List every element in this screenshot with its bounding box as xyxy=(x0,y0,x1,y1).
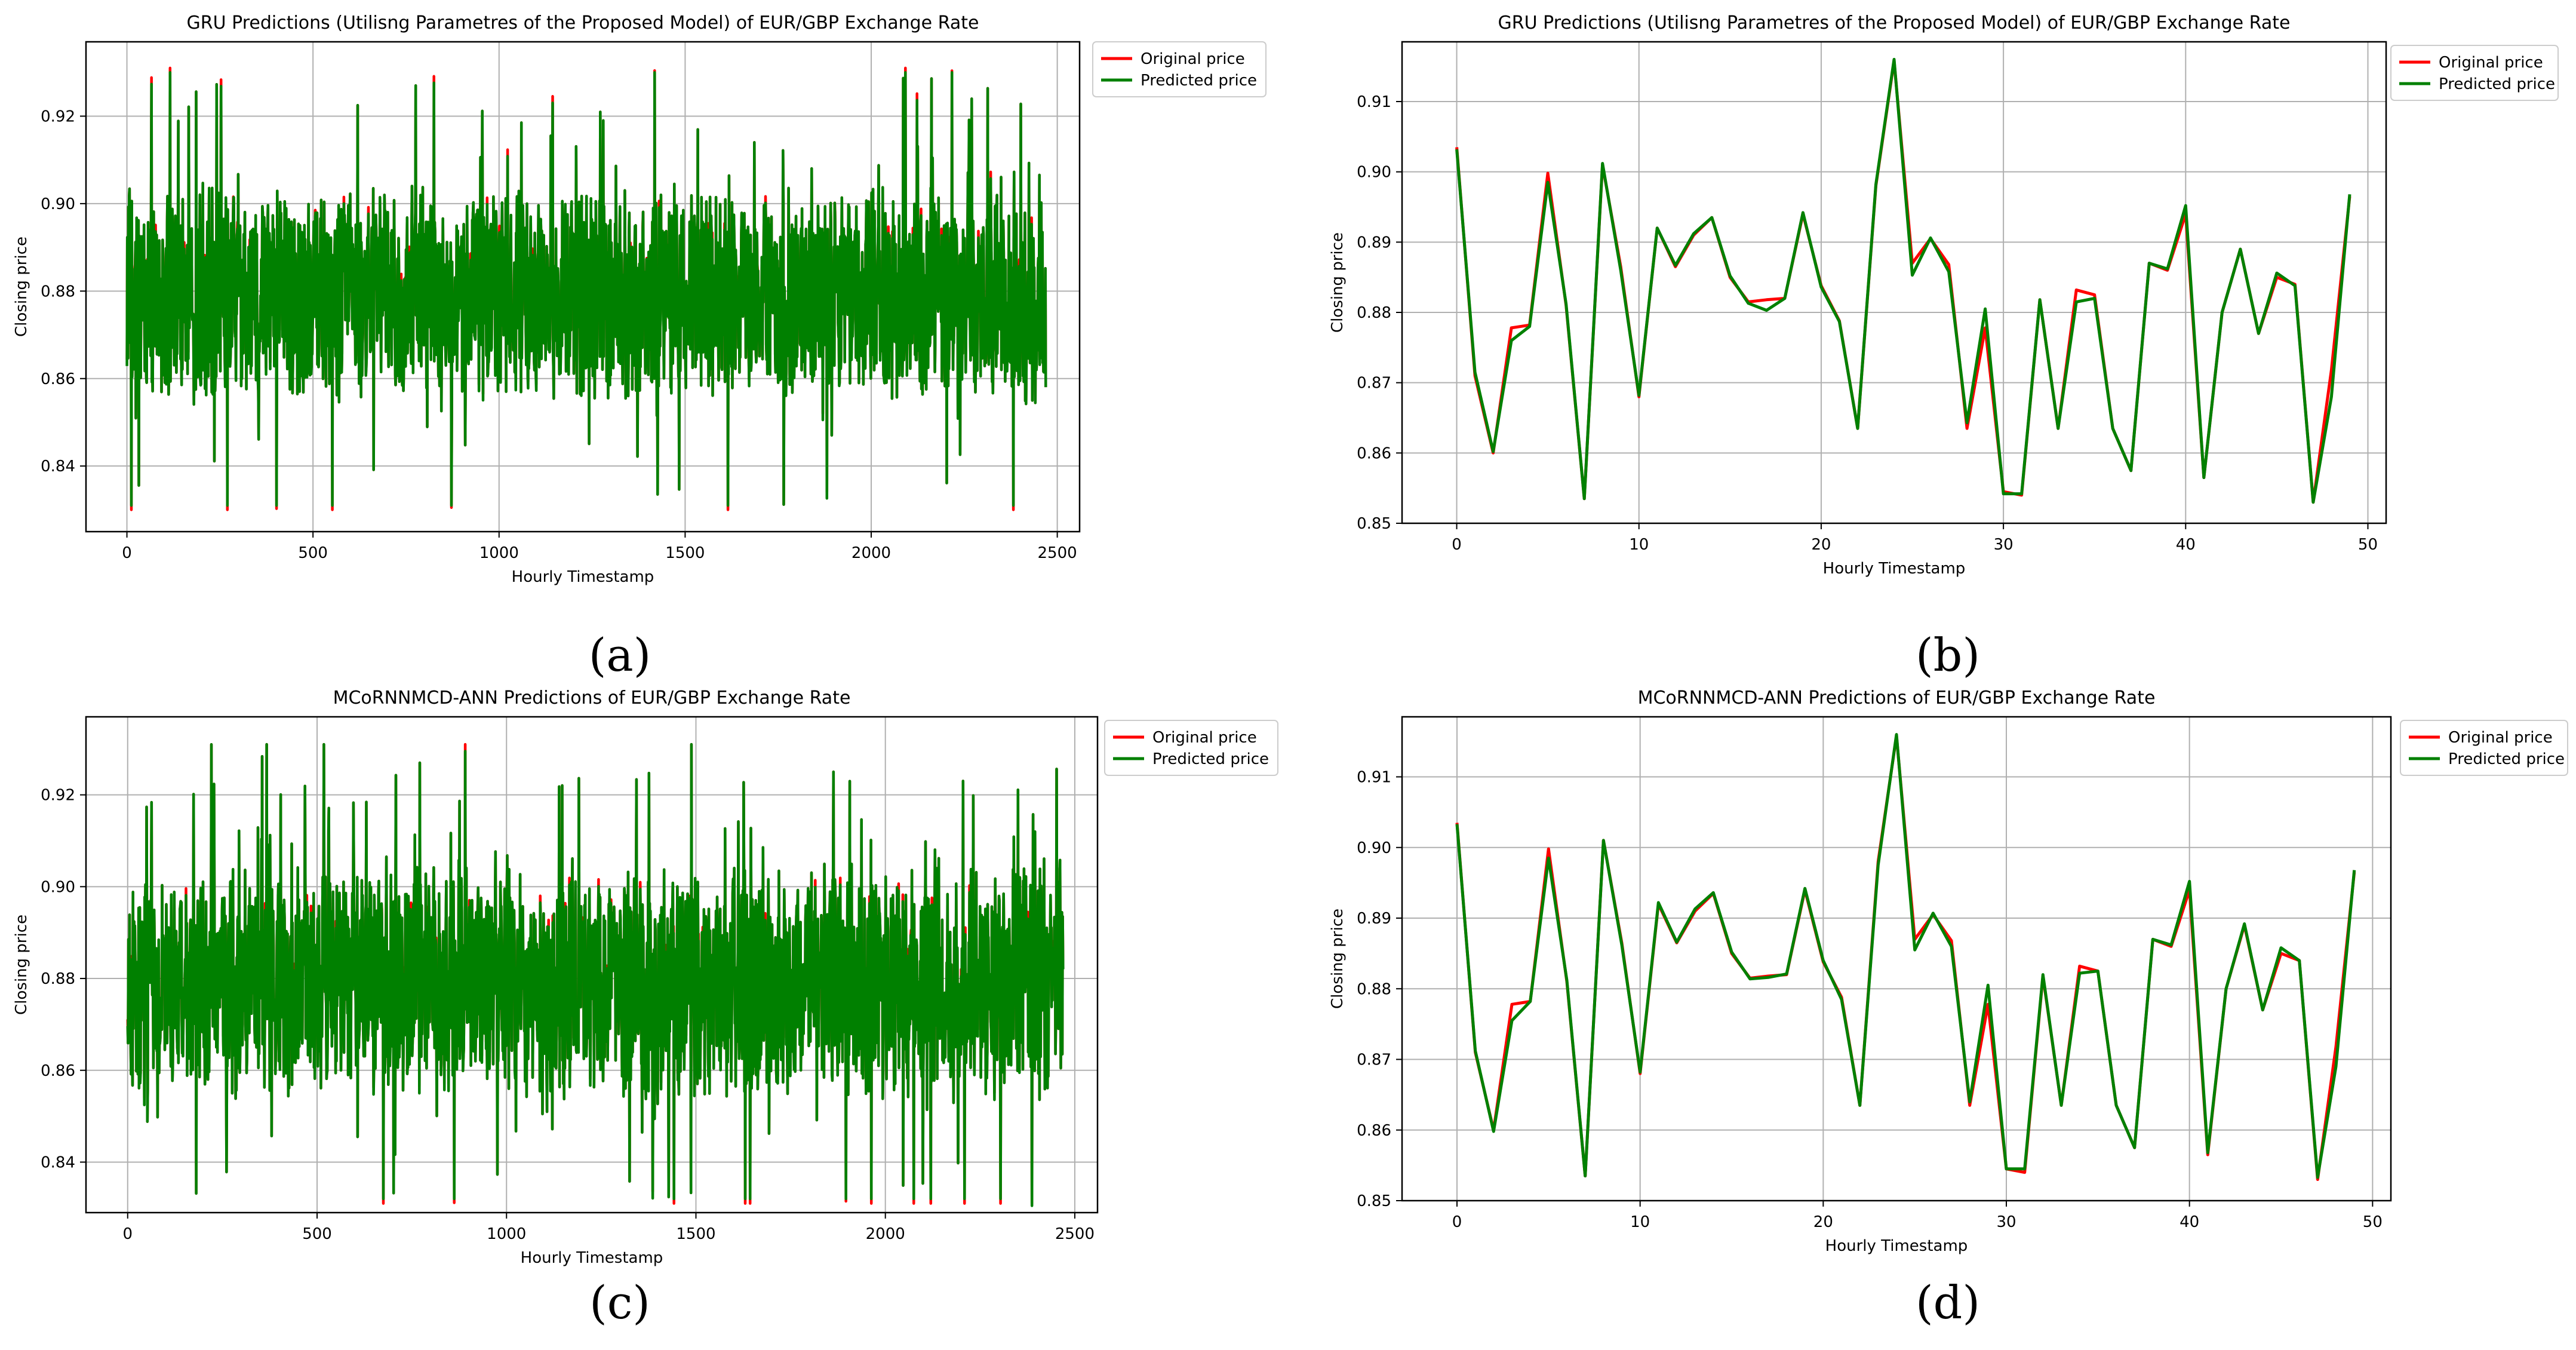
x-tick-label: 30 xyxy=(1996,1213,2016,1231)
plot-frame xyxy=(85,716,1099,1214)
y-axis-label: Closing price xyxy=(1329,909,1347,1009)
x-tick-label: 1500 xyxy=(665,544,705,562)
x-tick-label: 2000 xyxy=(852,544,891,562)
y-tick-label: 0.85 xyxy=(1357,515,1391,533)
caption-d: (d) xyxy=(1916,1276,1980,1329)
chart-title: GRU Predictions (Utilisng Parametres of … xyxy=(187,13,979,33)
y-tick-label: 0.87 xyxy=(1357,375,1391,392)
x-tick-label: 20 xyxy=(1813,1213,1833,1231)
y-tick-label: 0.86 xyxy=(1357,444,1391,462)
legend-box xyxy=(2400,720,2568,776)
y-tick-label: 0.86 xyxy=(41,370,75,388)
legend-label-original: Original price xyxy=(1141,50,1245,68)
x-tick-label: 2000 xyxy=(866,1225,905,1243)
legend-label-original: Original price xyxy=(1152,729,1257,747)
y-tick-label: 0.89 xyxy=(1357,234,1391,251)
chart-title: MCoRNNMCD-ANN Predictions of EUR/GBP Exc… xyxy=(333,688,851,708)
series-line-original xyxy=(1455,734,2356,1181)
chart-panel-a: GRU Predictions (Utilisng Parametres of … xyxy=(13,13,1267,586)
y-axis-label: Closing price xyxy=(1329,232,1347,333)
legend: Original price Predicted price xyxy=(2390,45,2559,101)
legend-box xyxy=(1104,720,1278,776)
caption-b: (b) xyxy=(1916,628,1980,682)
y-tick-label: 0.91 xyxy=(1357,769,1391,787)
caption-a: (a) xyxy=(588,628,651,682)
x-tick-label: 500 xyxy=(298,544,328,562)
plot-frame xyxy=(1401,716,2392,1202)
y-tick-label: 0.92 xyxy=(41,787,75,805)
x-tick-label: 20 xyxy=(1811,536,1831,554)
y-tick-label: 0.92 xyxy=(41,108,75,125)
y-tick-label: 0.84 xyxy=(41,458,75,475)
x-axis-label: Hourly Timestamp xyxy=(1823,560,1966,578)
y-tick-label: 0.90 xyxy=(41,878,75,896)
y-axis-label: Closing price xyxy=(13,237,30,337)
series-line-predicted xyxy=(126,742,1065,1207)
y-tick-label: 0.88 xyxy=(41,970,75,988)
chart-panel-b: GRU Predictions (Utilisng Parametres of … xyxy=(1329,13,2559,578)
legend-label-predicted: Predicted price xyxy=(2448,750,2565,768)
x-tick-label: 0 xyxy=(122,544,132,562)
y-tick-label: 0.84 xyxy=(41,1153,75,1171)
y-tick-label: 0.90 xyxy=(1357,839,1391,857)
legend-label-predicted: Predicted price xyxy=(1152,750,1269,768)
plot-frame xyxy=(1401,41,2387,524)
x-tick-label: 50 xyxy=(2358,536,2378,554)
y-tick-label: 0.90 xyxy=(1357,164,1391,182)
x-tick-label: 40 xyxy=(2176,536,2196,554)
x-tick-label: 0 xyxy=(1452,536,1462,554)
x-tick-label: 1500 xyxy=(676,1225,715,1243)
legend-label-predicted: Predicted price xyxy=(1141,72,1257,90)
y-tick-label: 0.88 xyxy=(41,283,75,300)
x-tick-label: 500 xyxy=(302,1225,332,1243)
series-line-original xyxy=(1455,59,2351,504)
x-tick-label: 10 xyxy=(1630,1213,1650,1231)
y-tick-label: 0.86 xyxy=(1357,1122,1391,1140)
chart-title: MCoRNNMCD-ANN Predictions of EUR/GBP Exc… xyxy=(1638,688,2156,708)
y-tick-label: 0.91 xyxy=(1357,93,1391,111)
y-tick-label: 0.85 xyxy=(1357,1192,1391,1210)
legend-box xyxy=(2390,45,2559,101)
y-tick-label: 0.88 xyxy=(1357,304,1391,322)
legend-label-predicted: Predicted price xyxy=(2439,75,2555,93)
x-tick-label: 10 xyxy=(1629,536,1649,554)
y-tick-label: 0.90 xyxy=(41,195,75,213)
x-axis-label: Hourly Timestamp xyxy=(521,1249,663,1267)
y-tick-label: 0.89 xyxy=(1357,910,1391,928)
x-tick-label: 40 xyxy=(2180,1213,2199,1231)
y-tick-label: 0.88 xyxy=(1357,980,1391,998)
y-axis-label: Closing price xyxy=(13,915,30,1015)
legend-label-original: Original price xyxy=(2448,729,2553,747)
y-tick-label: 0.86 xyxy=(41,1062,75,1080)
chart-panel-d: MCoRNNMCD-ANN Predictions of EUR/GBP Exc… xyxy=(1329,688,2568,1255)
chart-title: GRU Predictions (Utilisng Parametres of … xyxy=(1498,13,2291,33)
x-tick-label: 50 xyxy=(2363,1213,2383,1231)
legend: Original price Predicted price xyxy=(1092,41,1267,97)
x-tick-label: 0 xyxy=(1452,1213,1462,1231)
legend-label-original: Original price xyxy=(2439,54,2543,72)
x-tick-label: 1000 xyxy=(487,1225,526,1243)
series-line-predicted xyxy=(125,71,1047,507)
caption-c: (c) xyxy=(589,1276,650,1329)
legend-box xyxy=(1092,41,1267,97)
series-line-predicted xyxy=(1455,57,2351,504)
chart-panel-c: MCoRNNMCD-ANN Predictions of EUR/GBP Exc… xyxy=(13,688,1278,1267)
plot-frame xyxy=(85,41,1081,533)
legend: Original price Predicted price xyxy=(2400,720,2568,776)
x-tick-label: 2500 xyxy=(1055,1225,1095,1243)
x-axis-label: Hourly Timestamp xyxy=(1825,1237,1968,1255)
x-tick-label: 0 xyxy=(123,1225,133,1243)
legend: Original price Predicted price xyxy=(1104,720,1278,776)
x-axis-label: Hourly Timestamp xyxy=(512,568,654,586)
x-tick-label: 1000 xyxy=(479,544,519,562)
x-tick-label: 30 xyxy=(1994,536,2014,554)
y-tick-label: 0.87 xyxy=(1357,1051,1391,1069)
x-tick-label: 2500 xyxy=(1038,544,1077,562)
series-line-predicted xyxy=(1455,733,2356,1179)
